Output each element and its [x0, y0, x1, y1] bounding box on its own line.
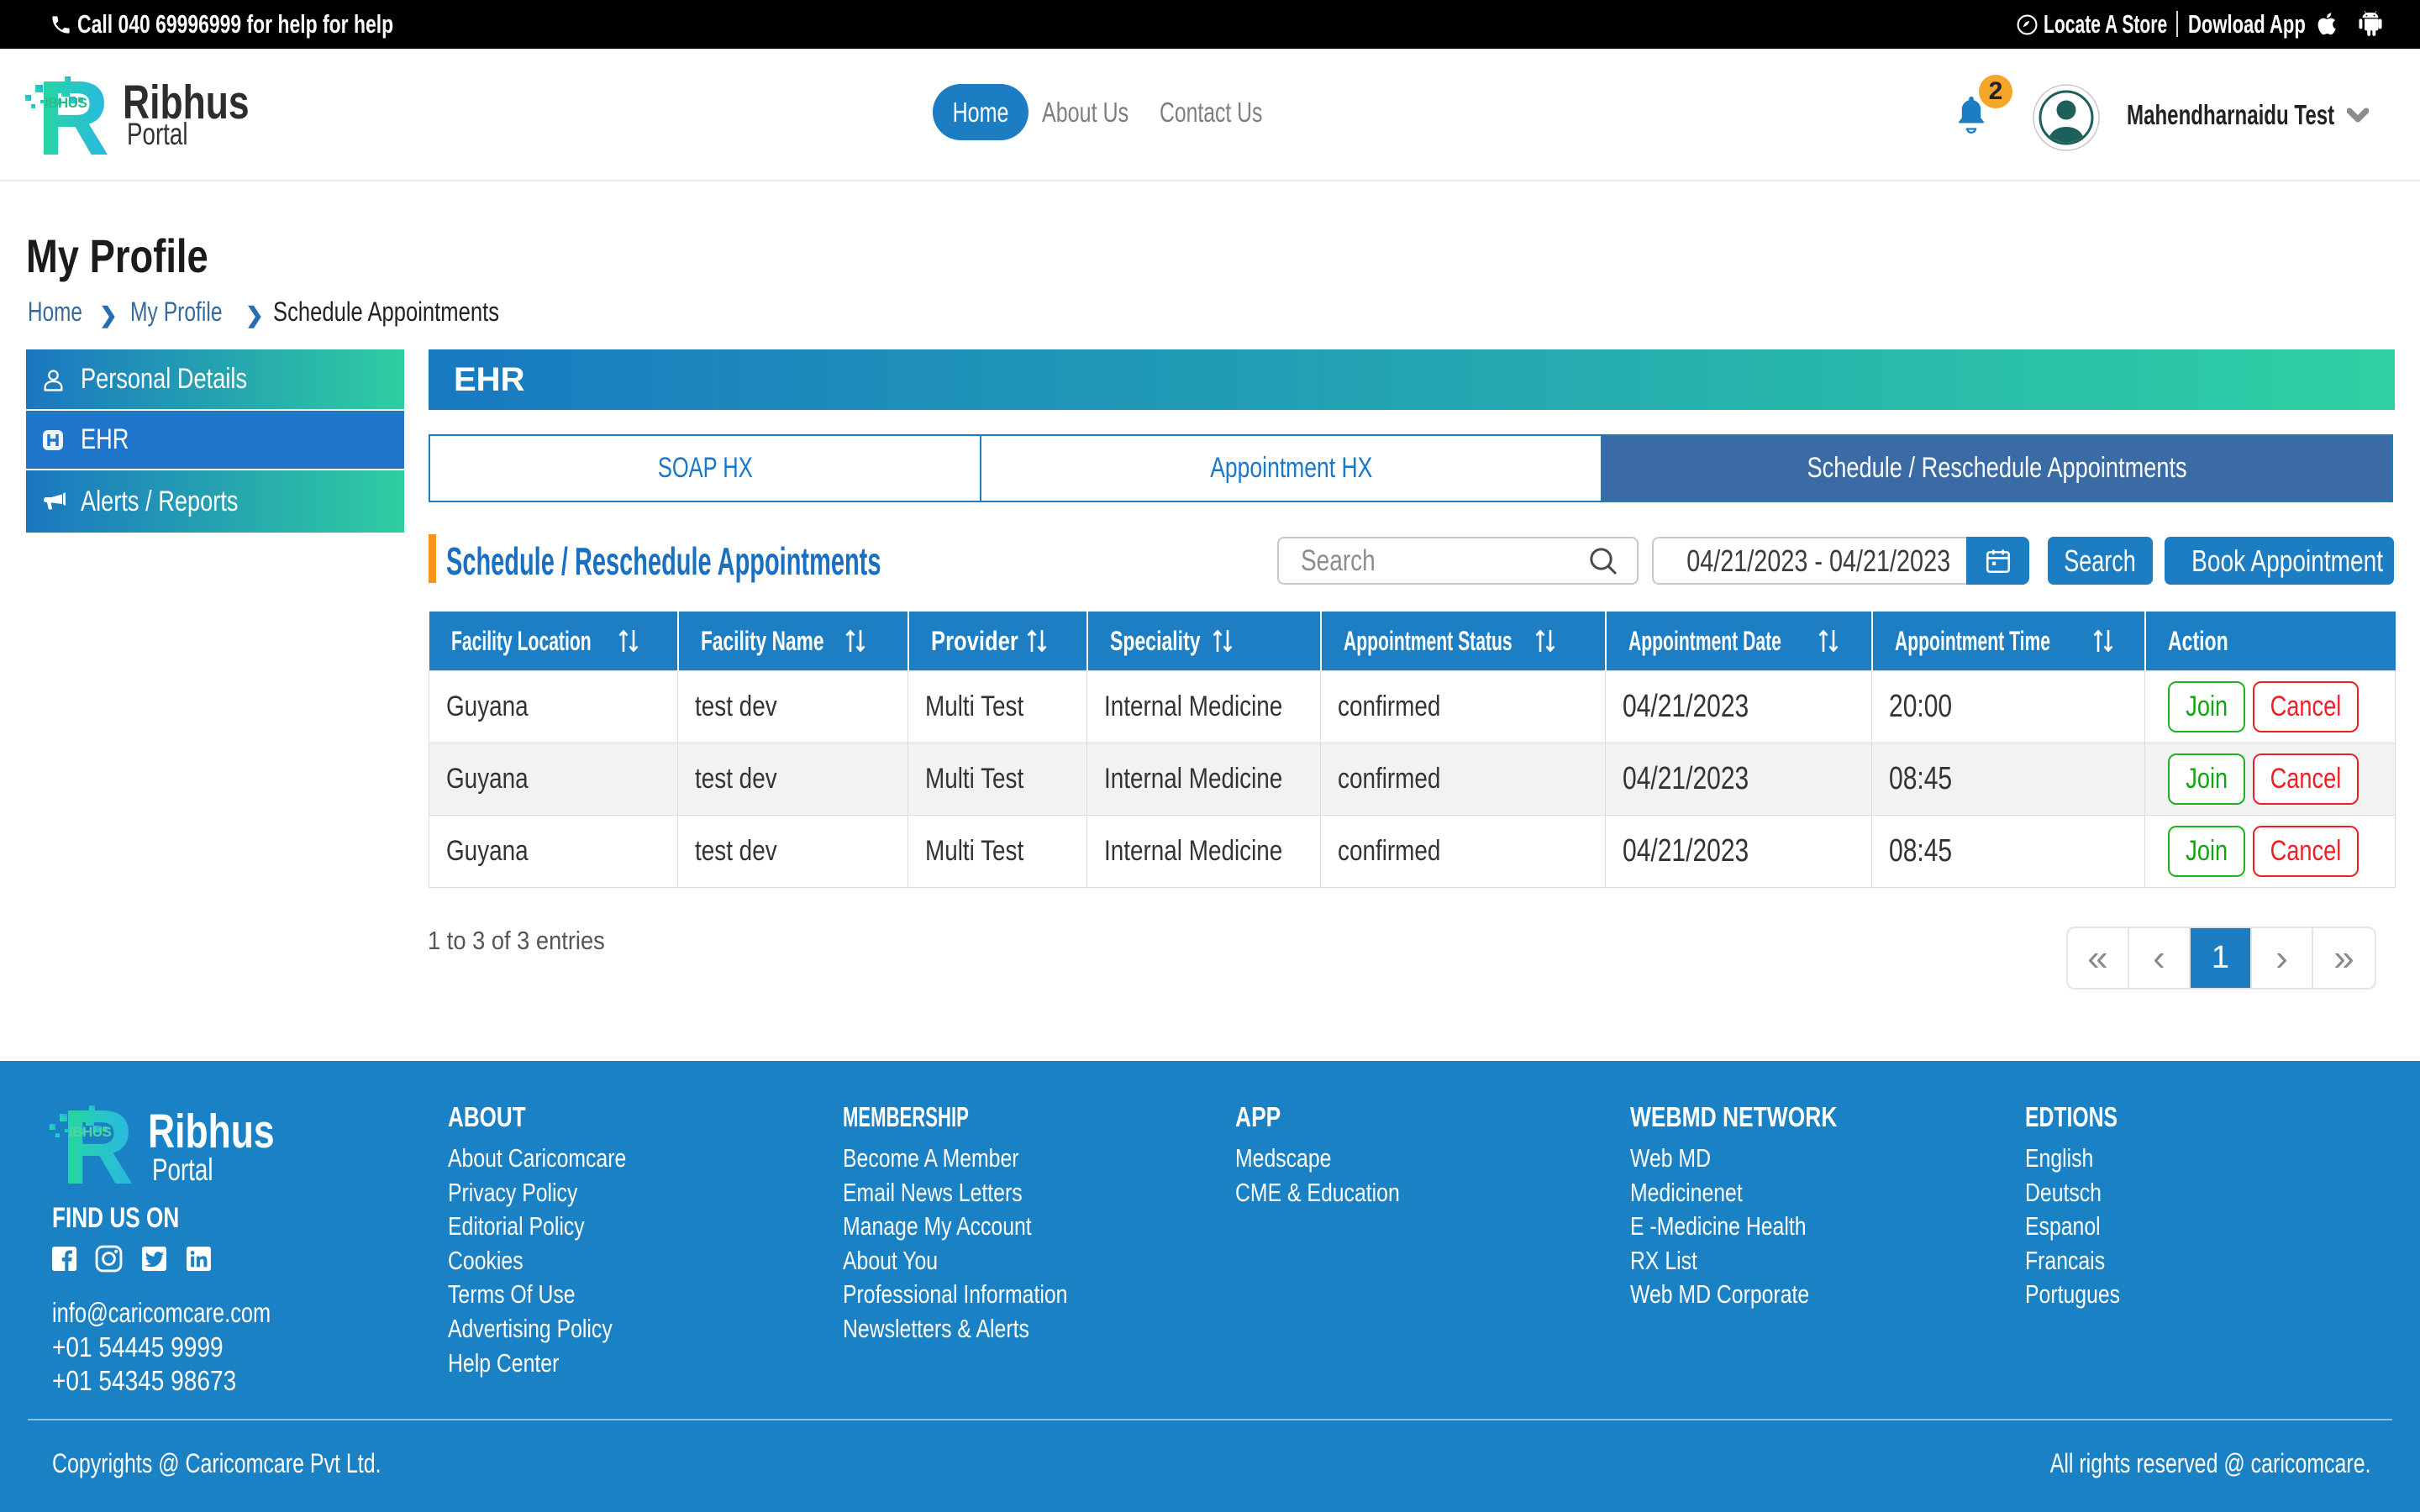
- svg-text:R: R: [61, 1104, 134, 1184]
- svg-text:R: R: [37, 75, 109, 155]
- svg-text:IBHUS: IBHUS: [45, 95, 87, 111]
- svg-text:IBHUS: IBHUS: [69, 1124, 112, 1140]
